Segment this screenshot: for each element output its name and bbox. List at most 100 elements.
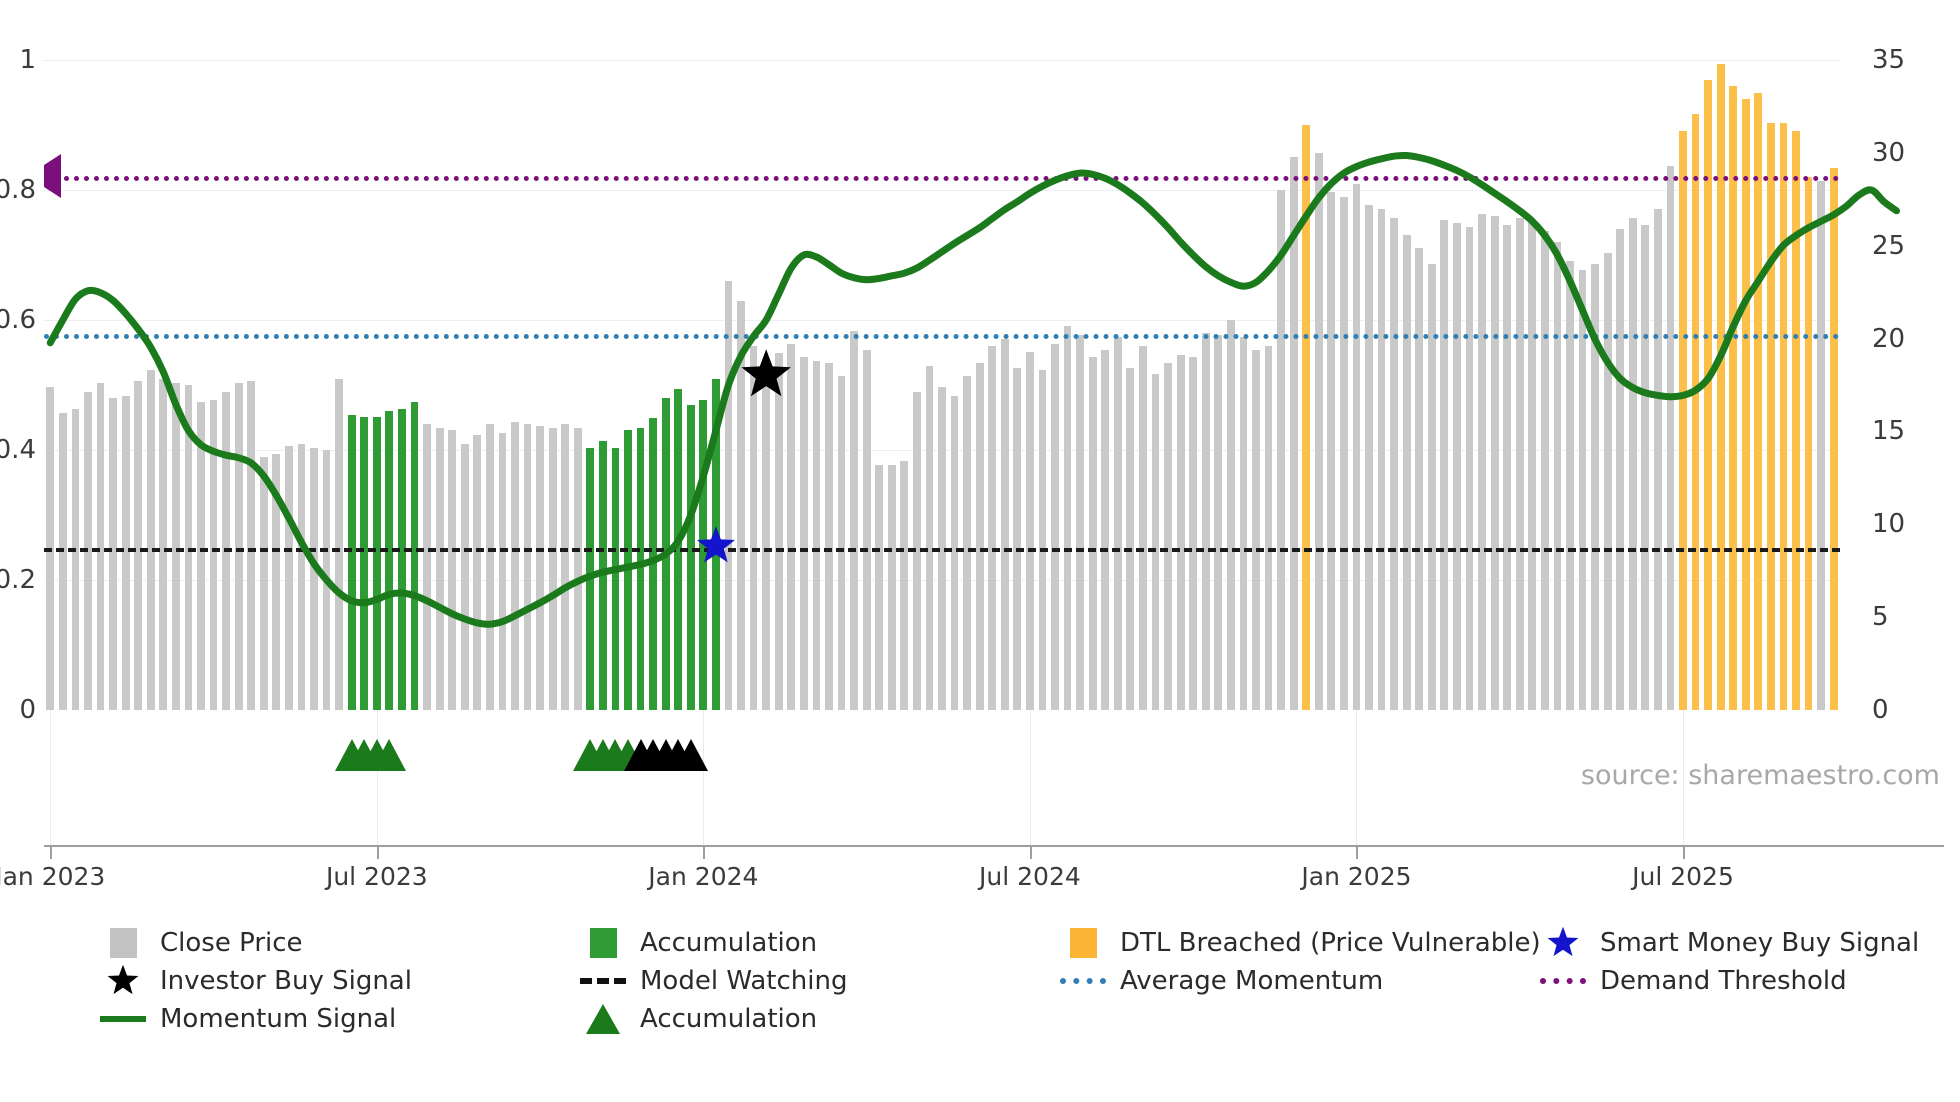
- close-price-bar: [799, 357, 808, 710]
- close-price-bar: [171, 383, 180, 710]
- legend-dtl-breached[interactable]: DTL Breached (Price Vulnerable): [1060, 924, 1541, 962]
- close-price-bar: [1226, 320, 1235, 710]
- close-price-bar: [774, 353, 783, 710]
- close-price-bar: [58, 412, 67, 710]
- close-price-bar: [573, 427, 582, 710]
- dtl-breached-bar: [1754, 93, 1763, 710]
- close-price-bar: [96, 383, 105, 710]
- close-price-bar: [1076, 334, 1085, 710]
- momentum-signal-path: [46, 151, 1901, 628]
- legend-average-momentum[interactable]: Average Momentum: [1060, 962, 1383, 1000]
- close-price-bar: [1164, 362, 1172, 710]
- close-price-bar: [887, 464, 896, 710]
- y-axis-left-tick: 0: [19, 695, 36, 725]
- close-price-bar: [950, 396, 959, 710]
- dtl-breached-bar: [1792, 130, 1800, 710]
- close-price-bar: [1641, 225, 1650, 710]
- dtl-breached-bar: [1691, 113, 1700, 710]
- close-price-bar: [724, 281, 733, 710]
- y-axis-left-tick: 0.6: [0, 305, 36, 335]
- close-price-bar: [1515, 217, 1524, 710]
- close-price-bar: [498, 433, 507, 710]
- x-axis-guide: [1683, 710, 1684, 845]
- x-axis-tick-label: Jul 2024: [979, 862, 1081, 891]
- legend-accumulation-bar[interactable]: Accumulation: [580, 924, 817, 962]
- y-axis-right-tick: 0: [1872, 695, 1889, 725]
- gridline: [44, 190, 1840, 191]
- close-price-bar: [1013, 368, 1022, 710]
- gridline: [44, 60, 1840, 61]
- close-price-bar: [900, 461, 909, 710]
- chart-legend: Close Price Accumulation DTL Breached (Pri…: [100, 924, 1930, 1038]
- legend-swatch-square: [100, 928, 146, 958]
- dtl-breached-bar: [1302, 125, 1311, 710]
- close-price-bar: [1314, 152, 1323, 710]
- close-price-bar: [1666, 165, 1675, 710]
- y-axis-right-tick: 35: [1872, 45, 1906, 75]
- close-price-bar: [1603, 253, 1612, 710]
- legend-investor-buy[interactable]: Investor Buy Signal: [100, 962, 412, 1000]
- legend-square-icon: [589, 928, 617, 958]
- legend-label: Model Watching: [640, 966, 848, 996]
- threshold-line-demand-threshold: [44, 175, 1840, 181]
- legend-star-icon: [1547, 926, 1579, 957]
- close-price-bar: [837, 375, 846, 710]
- legend-row-3: Momentum Signal Accumulation: [100, 1000, 1930, 1038]
- accumulation-bar: [398, 409, 406, 710]
- close-price-bar: [1189, 357, 1198, 710]
- legend-accumulation-triangle[interactable]: Accumulation: [580, 1000, 817, 1038]
- legend-label: Smart Money Buy Signal: [1600, 928, 1920, 958]
- close-price-bar: [875, 464, 884, 710]
- close-price-bar: [1063, 325, 1072, 710]
- close-price-bar: [1201, 333, 1210, 710]
- y-axis-right-tick: 25: [1872, 230, 1906, 261]
- x-axis-line: [44, 845, 1944, 847]
- legend-label: Average Momentum: [1120, 966, 1384, 996]
- legend-close-price[interactable]: Close Price: [100, 924, 303, 962]
- close-price-bar: [536, 425, 544, 710]
- legend-momentum-signal[interactable]: Momentum Signal: [100, 1000, 396, 1038]
- close-price-bar: [963, 375, 971, 710]
- close-price-bar: [297, 444, 306, 710]
- source-note: source: sharemaestro.com: [1580, 760, 1940, 791]
- close-price-bar: [1478, 214, 1486, 710]
- close-price-bar: [523, 424, 532, 710]
- dtl-breached-bar: [1767, 123, 1775, 710]
- x-axis-guide: [376, 710, 378, 845]
- marker-layer: [696, 349, 791, 563]
- close-price-bar: [485, 424, 494, 710]
- close-price-bar: [511, 422, 519, 710]
- x-axis-tick-mark: [376, 845, 379, 859]
- legend-swatch-dotted: [1540, 978, 1586, 984]
- close-price-bar: [1026, 351, 1034, 710]
- close-price-bar: [1465, 227, 1474, 710]
- accumulation-bar: [372, 416, 381, 710]
- close-price-bar: [1427, 264, 1436, 710]
- close-price-bar: [1390, 217, 1399, 710]
- legend-model-watching[interactable]: Model Watching: [580, 962, 847, 1000]
- close-price-bar: [146, 370, 155, 710]
- close-price-bar: [1377, 208, 1386, 710]
- dtl-breached-bar: [1829, 167, 1838, 710]
- legend-smart-money-buy[interactable]: Smart Money Buy Signal: [1540, 924, 1919, 962]
- close-price-bar: [1440, 219, 1449, 710]
- x-axis-tick-label: Jan 2024: [648, 862, 759, 891]
- y-axis-right-tick: 30: [1872, 137, 1906, 168]
- close-price-bar: [1113, 336, 1122, 710]
- close-price-bar: [1540, 230, 1549, 710]
- close-price-bar: [1490, 216, 1499, 710]
- close-price-bar: [1139, 346, 1147, 710]
- close-price-bar: [1415, 247, 1424, 710]
- x-axis-guide: [703, 710, 705, 845]
- close-price-bar: [209, 399, 218, 710]
- legend-demand-threshold[interactable]: Demand Threshold: [1540, 962, 1847, 1000]
- x-axis-tick-label: Jan 2025: [1301, 862, 1412, 891]
- close-price-bar: [1289, 156, 1298, 710]
- legend-label: Accumulation: [640, 928, 818, 958]
- accumulation-bar: [410, 401, 419, 710]
- close-price-bar: [335, 379, 344, 710]
- close-price-bar: [473, 435, 482, 710]
- close-price-bar: [1352, 184, 1361, 710]
- close-price-bar: [1402, 234, 1411, 710]
